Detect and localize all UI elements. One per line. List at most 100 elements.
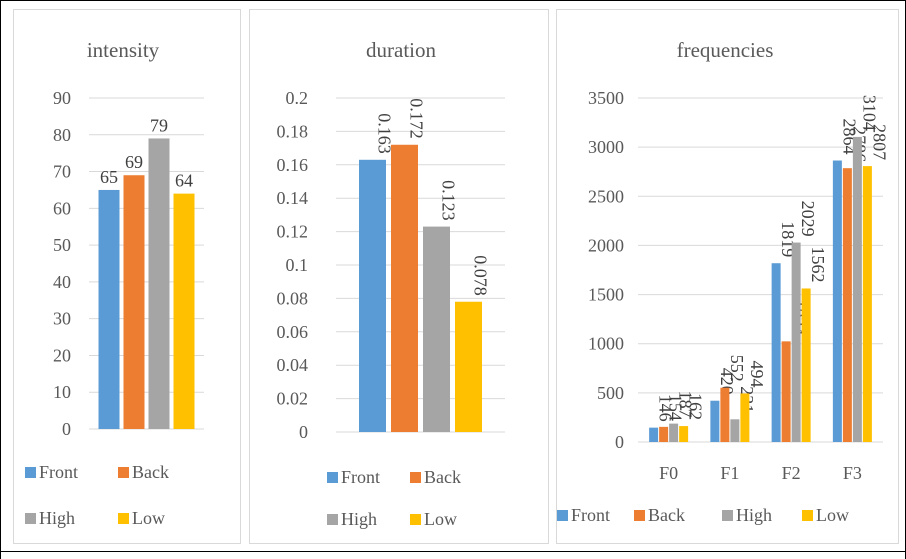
bar-low xyxy=(740,393,750,442)
bar-back xyxy=(720,387,730,442)
bar-high xyxy=(148,138,170,429)
legend-label-low: Low xyxy=(424,509,457,529)
legend-label-high: High xyxy=(341,509,377,529)
y-tick-label: 90 xyxy=(53,88,71,108)
frequencies-chart-panel: frequencies 0 500 1000 1500 2000 2500 3000 3500 1… xyxy=(556,9,899,544)
y-tick-label: 0 xyxy=(62,419,71,439)
bar-high xyxy=(730,419,740,442)
x-tick-label: F0 xyxy=(659,463,678,483)
bar-back xyxy=(659,426,669,442)
duration-chart-panel: duration 0 0.02 0.04 0.06 0.08 0.1 0.12 0.14 0.16… xyxy=(249,9,549,544)
y-tick-label: 0.06 xyxy=(277,322,309,342)
bar-front xyxy=(710,400,720,442)
legend-swatch-front xyxy=(327,472,338,483)
bar-back xyxy=(781,341,791,442)
data-label: 1562 xyxy=(808,246,828,282)
legend-label-back: Back xyxy=(132,462,169,482)
intensity-chart-panel: intensity 0 10 20 30 40 50 60 70 80 90 65 69 79 64 Fron… xyxy=(13,9,241,544)
y-tick-label: 3000 xyxy=(588,137,624,157)
y-tick-label: 70 xyxy=(53,162,71,182)
y-tick-label: 2000 xyxy=(588,235,624,255)
legend-label-front: Front xyxy=(341,467,380,487)
legend-swatch-low xyxy=(802,510,813,521)
bar-high xyxy=(791,242,801,442)
data-label: 552 xyxy=(727,355,747,382)
legend-label-high: High xyxy=(39,508,75,528)
data-label: 65 xyxy=(100,167,118,187)
y-tick-label: 40 xyxy=(53,272,71,292)
data-label: 162 xyxy=(686,393,706,420)
data-label: 494 xyxy=(747,360,767,387)
bar-front xyxy=(359,159,386,433)
bar-low xyxy=(862,166,872,442)
bar-front xyxy=(832,160,842,443)
y-tick-label: 10 xyxy=(53,382,71,402)
x-tick-label: F3 xyxy=(843,463,862,483)
y-tick-label: 0.02 xyxy=(277,389,309,409)
y-tick-label: 30 xyxy=(53,309,71,329)
bar-back xyxy=(123,175,145,429)
legend-swatch-high xyxy=(327,514,338,525)
legend-swatch-back xyxy=(634,510,645,521)
bar-low xyxy=(455,301,482,432)
data-label: 2029 xyxy=(798,201,818,237)
bar-front xyxy=(98,189,120,429)
data-label: 187 xyxy=(676,391,696,418)
data-label: 0.123 xyxy=(439,180,459,221)
y-tick-label: 0.14 xyxy=(277,188,309,208)
y-tick-label: 1000 xyxy=(588,334,624,354)
y-tick-label: 0.04 xyxy=(277,355,309,375)
y-tick-label: 0.2 xyxy=(286,88,309,108)
y-tick-label: 0.1 xyxy=(286,255,309,275)
frame-line-top xyxy=(0,0,906,1)
legend-swatch-high xyxy=(25,513,36,524)
legend-swatch-back xyxy=(118,467,129,478)
y-tick-label: 2500 xyxy=(588,186,624,206)
legend-swatch-low xyxy=(410,514,421,525)
chart-title: duration xyxy=(366,38,436,62)
y-tick-label: 0 xyxy=(615,432,624,452)
data-label: 146 xyxy=(656,395,676,422)
y-tick-label: 1500 xyxy=(588,285,624,305)
data-label: 3104 xyxy=(859,95,879,131)
legend-label-back: Back xyxy=(424,467,461,487)
bar-high xyxy=(669,423,679,442)
legend-label-front: Front xyxy=(571,505,610,525)
legend-swatch-back xyxy=(410,472,421,483)
bar-front xyxy=(771,263,781,442)
data-label: 64 xyxy=(175,171,193,191)
bar-back xyxy=(842,168,852,442)
y-tick-label: 500 xyxy=(597,383,624,403)
bar-low xyxy=(679,426,689,442)
data-label: 79 xyxy=(150,115,168,135)
frame-line-bottom xyxy=(0,551,906,552)
legend-swatch-high xyxy=(722,510,733,521)
legend-swatch-front xyxy=(25,467,36,478)
y-tick-label: 0.16 xyxy=(277,155,309,175)
bar-high xyxy=(423,226,450,432)
y-tick-label: 3500 xyxy=(588,88,624,108)
y-tick-label: 0.12 xyxy=(277,222,309,242)
legend-label-back: Back xyxy=(648,505,685,525)
y-tick-label: 0.18 xyxy=(277,121,309,141)
duration-chart: duration 0 0.02 0.04 0.06 0.08 0.1 0.12 0.14 0.16… xyxy=(277,38,505,529)
legend-swatch-low xyxy=(118,513,129,524)
bar-low xyxy=(801,288,811,442)
legend-label-high: High xyxy=(736,505,772,525)
legend-label-low: Low xyxy=(816,505,849,525)
data-label: 0.172 xyxy=(407,98,427,139)
chart-title: intensity xyxy=(87,38,160,62)
data-label: 154 xyxy=(666,394,686,421)
chart-title: frequencies xyxy=(677,38,774,62)
data-label: 0.163 xyxy=(375,113,395,154)
legend-swatch-front xyxy=(557,510,568,521)
y-tick-label: 20 xyxy=(53,345,71,365)
data-label: 0.078 xyxy=(471,255,491,296)
y-tick-label: 60 xyxy=(53,198,71,218)
x-tick-label: F1 xyxy=(720,463,739,483)
y-tick-label: 50 xyxy=(53,235,71,255)
bar-low xyxy=(173,193,195,429)
intensity-chart: intensity 0 10 20 30 40 50 60 70 80 90 65 69 79 64 Fron… xyxy=(25,38,204,528)
x-tick-label: F2 xyxy=(782,463,801,483)
y-tick-label: 80 xyxy=(53,125,71,145)
